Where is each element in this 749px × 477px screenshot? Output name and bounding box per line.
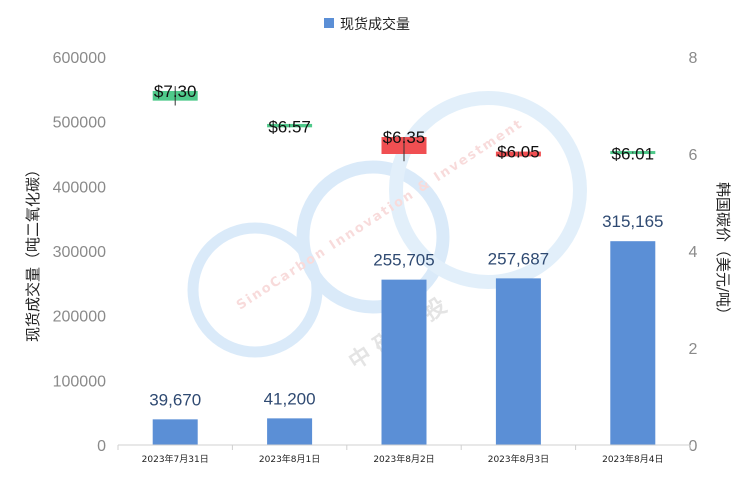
price-candles: $7.30 $6.57 $6.35 $6.05 $6.01	[152, 82, 656, 164]
bar-label: 257,687	[488, 249, 549, 268]
bar	[495, 278, 541, 445]
price-label: $6.35	[383, 128, 426, 147]
y-axis-title: 现货成交量（吨二氧化碳）	[24, 162, 42, 342]
y-tick-label: 200000	[53, 309, 106, 326]
y-tick-label: 100000	[53, 373, 106, 390]
y2-tick-label: 6	[689, 147, 698, 164]
x-tick-label: 2023年8月1日	[259, 453, 320, 465]
legend-label: 现货成交量	[340, 16, 410, 33]
y2-tick-label: 2	[689, 341, 698, 358]
bar	[610, 241, 656, 445]
legend-swatch	[324, 18, 334, 28]
watermark-ring-center	[296, 160, 450, 314]
price-label: $6.05	[497, 143, 540, 162]
bar	[152, 419, 198, 445]
price-label: $6.01	[612, 145, 655, 164]
y-tick-label: 0	[97, 438, 106, 455]
x-tick-label: 2023年7月31日	[142, 453, 209, 465]
bar	[381, 279, 427, 445]
bar-label: 41,200	[264, 389, 316, 408]
y-tick-label: 500000	[53, 115, 106, 132]
y2-tick-label: 8	[689, 50, 698, 67]
y-tick-label: 300000	[53, 244, 106, 261]
y2-tick-label: 4	[689, 244, 698, 261]
bar-label: 39,670	[149, 390, 201, 409]
x-axis: 2023年7月31日 2023年8月1日 2023年8月2日 2023年8月3日 202…	[117, 444, 691, 465]
x-tick-label: 2023年8月2日	[373, 453, 434, 465]
bar-label: 315,165	[602, 212, 663, 231]
y-tick-label: 400000	[53, 179, 106, 196]
y-tick-label: 600000	[53, 50, 106, 67]
y2-tick-label: 0	[689, 438, 698, 455]
y2-axis-title: 韩国碳价（美元/吨）	[714, 182, 732, 322]
y-axis-ticks: 600000 500000 400000 300000 200000 100000 0	[53, 50, 106, 455]
x-tick-label: 2023年8月4日	[602, 453, 663, 465]
bar-label: 255,705	[373, 251, 434, 270]
price-label: $7.30	[154, 82, 197, 101]
x-tick-label: 2023年8月3日	[488, 453, 549, 465]
price-label: $6.57	[268, 117, 311, 136]
bar	[267, 418, 313, 445]
bars: 39,670 41,200 255,705 257,687 315,165	[149, 212, 664, 445]
watermark-ring-right	[389, 91, 587, 289]
y2-axis-ticks: 8 6 4 2 0	[689, 50, 698, 455]
legend: 现货成交量	[324, 16, 410, 33]
watermark-ring-left	[187, 222, 323, 358]
